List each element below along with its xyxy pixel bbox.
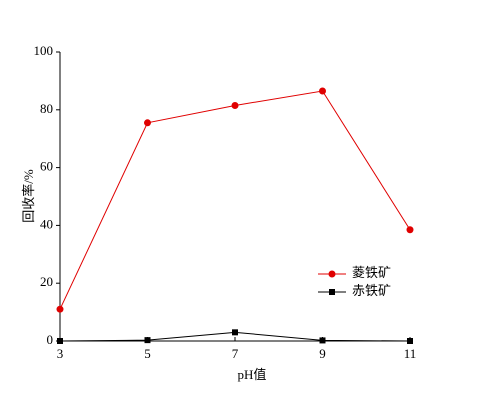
legend-marker <box>328 270 336 278</box>
y-tick-label: 20 <box>40 274 53 289</box>
data-point <box>231 101 239 109</box>
y-tick-label: 100 <box>34 43 54 58</box>
data-point <box>406 226 414 234</box>
data-point <box>232 329 238 336</box>
x-tick-label: 7 <box>232 346 239 361</box>
data-point <box>319 87 326 95</box>
x-axis-label: pH值 <box>238 367 267 382</box>
data-point <box>319 337 326 344</box>
data-point <box>57 338 63 344</box>
x-tick-label: 11 <box>404 346 417 361</box>
y-tick-label: 0 <box>47 332 54 347</box>
legend-label: 菱铁矿 <box>352 265 391 280</box>
data-point <box>407 338 413 344</box>
x-tick-label: 5 <box>144 346 151 361</box>
y-tick-label: 60 <box>40 159 53 174</box>
y-tick-label: 80 <box>40 101 53 116</box>
y-tick-label: 40 <box>40 216 53 231</box>
data-point <box>144 119 151 127</box>
legend-label: 赤铁矿 <box>352 283 391 298</box>
data-point <box>144 337 151 344</box>
x-tick-label: 3 <box>57 346 64 361</box>
legend-marker <box>329 289 335 295</box>
data-point <box>56 305 64 313</box>
y-axis-label: 回收率/% <box>21 169 36 223</box>
x-tick-label: 9 <box>319 346 326 361</box>
